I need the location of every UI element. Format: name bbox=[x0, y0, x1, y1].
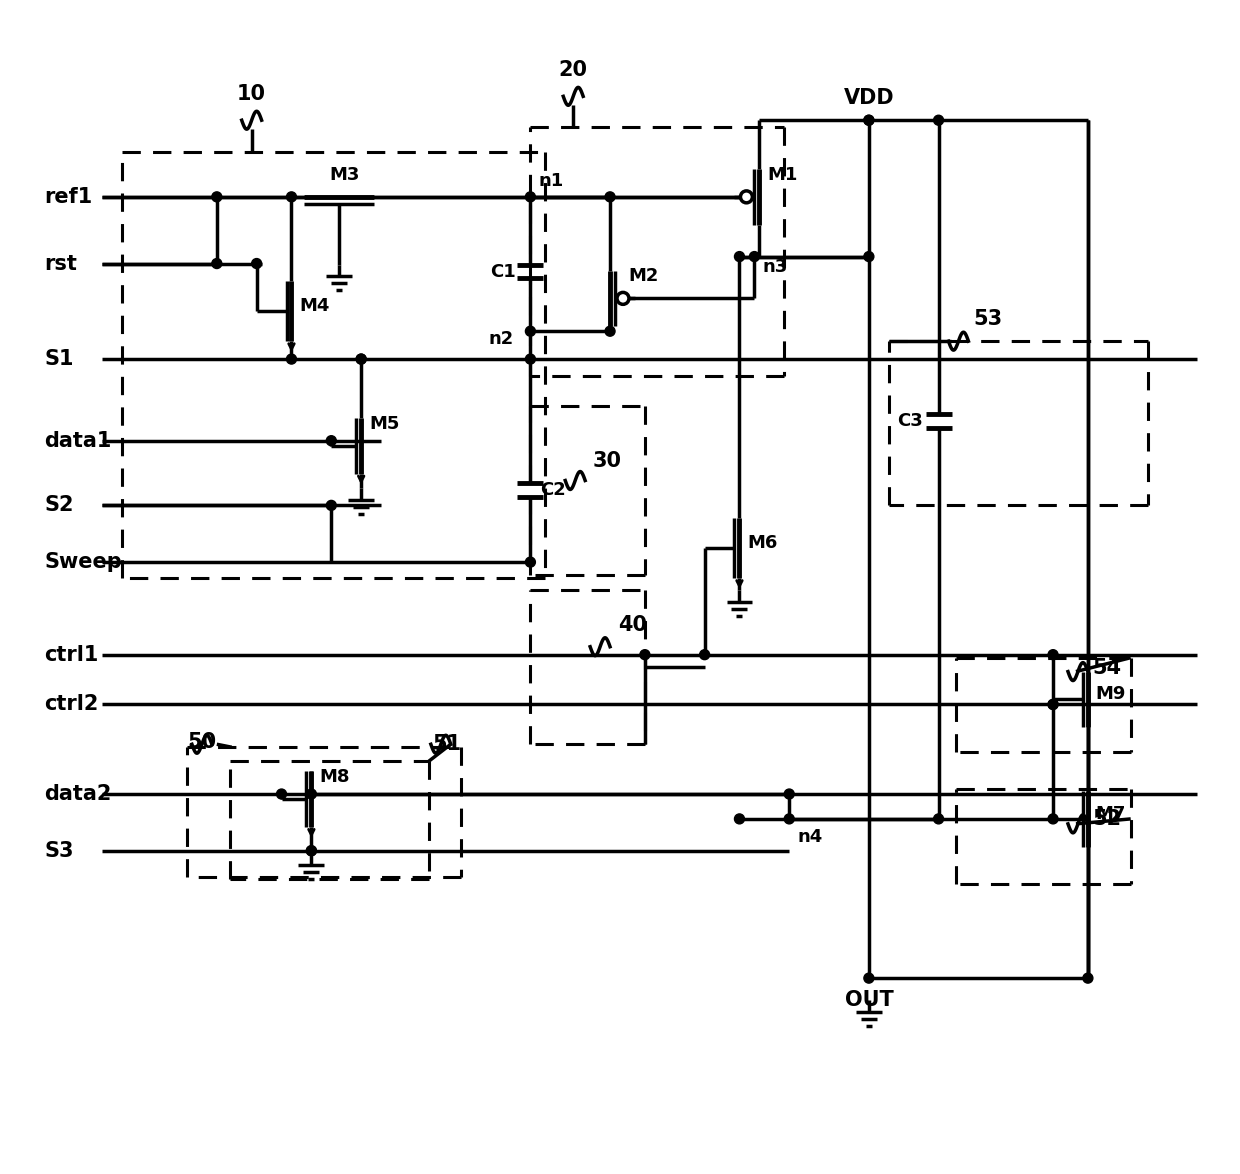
Text: n3: n3 bbox=[763, 257, 787, 276]
Circle shape bbox=[864, 115, 874, 126]
Circle shape bbox=[605, 326, 615, 336]
Circle shape bbox=[306, 789, 316, 799]
Text: M3: M3 bbox=[330, 166, 360, 184]
Circle shape bbox=[1048, 700, 1058, 709]
Circle shape bbox=[326, 436, 336, 446]
Text: 50: 50 bbox=[187, 733, 216, 753]
Circle shape bbox=[306, 845, 316, 856]
Circle shape bbox=[326, 500, 336, 511]
Circle shape bbox=[526, 558, 536, 567]
Circle shape bbox=[212, 191, 222, 202]
Circle shape bbox=[1048, 649, 1058, 660]
Text: data2: data2 bbox=[45, 784, 112, 804]
Text: n2: n2 bbox=[489, 330, 513, 349]
Circle shape bbox=[526, 326, 536, 336]
Circle shape bbox=[934, 814, 944, 824]
Circle shape bbox=[1048, 814, 1058, 824]
Text: S1: S1 bbox=[45, 349, 74, 369]
Text: M5: M5 bbox=[370, 414, 399, 433]
Text: C1: C1 bbox=[491, 263, 516, 281]
Circle shape bbox=[356, 355, 366, 364]
Text: 52: 52 bbox=[1092, 809, 1122, 829]
Circle shape bbox=[1048, 700, 1058, 709]
Text: 54: 54 bbox=[1092, 657, 1122, 677]
Text: 51: 51 bbox=[433, 734, 463, 754]
Text: M8: M8 bbox=[320, 768, 350, 787]
Circle shape bbox=[934, 115, 944, 126]
Circle shape bbox=[605, 191, 615, 202]
Circle shape bbox=[356, 355, 366, 364]
Text: ctrl2: ctrl2 bbox=[45, 695, 99, 715]
Text: M7: M7 bbox=[1096, 805, 1126, 823]
Circle shape bbox=[640, 649, 650, 660]
Circle shape bbox=[1083, 973, 1092, 983]
Text: Sweep: Sweep bbox=[45, 552, 123, 572]
Circle shape bbox=[740, 191, 753, 203]
Text: data1: data1 bbox=[45, 431, 112, 451]
Circle shape bbox=[526, 355, 536, 364]
Text: n1: n1 bbox=[538, 171, 564, 190]
Text: 53: 53 bbox=[973, 309, 1002, 329]
Text: S3: S3 bbox=[45, 841, 74, 861]
Text: M9: M9 bbox=[1096, 686, 1126, 703]
Circle shape bbox=[618, 292, 629, 304]
Circle shape bbox=[734, 251, 744, 262]
Text: M6: M6 bbox=[748, 534, 777, 552]
Circle shape bbox=[526, 191, 536, 202]
Circle shape bbox=[749, 251, 759, 262]
Text: OUT: OUT bbox=[844, 990, 893, 1010]
Circle shape bbox=[734, 814, 744, 824]
Text: M2: M2 bbox=[627, 268, 658, 285]
Text: n4: n4 bbox=[797, 828, 822, 845]
Text: 40: 40 bbox=[618, 615, 647, 635]
Circle shape bbox=[699, 649, 709, 660]
Circle shape bbox=[784, 789, 794, 799]
Text: S2: S2 bbox=[45, 495, 74, 515]
Text: ctrl1: ctrl1 bbox=[45, 645, 99, 664]
Circle shape bbox=[864, 973, 874, 983]
Text: VDD: VDD bbox=[843, 88, 894, 108]
Text: 10: 10 bbox=[237, 85, 267, 104]
Text: ref1: ref1 bbox=[45, 187, 93, 207]
Text: 20: 20 bbox=[559, 60, 588, 81]
Circle shape bbox=[306, 845, 316, 856]
Circle shape bbox=[277, 789, 286, 799]
Circle shape bbox=[784, 814, 794, 824]
Text: M1: M1 bbox=[768, 166, 797, 184]
Text: C3: C3 bbox=[897, 412, 923, 430]
Circle shape bbox=[864, 251, 874, 262]
Text: M4: M4 bbox=[299, 297, 330, 316]
Text: 30: 30 bbox=[593, 451, 621, 471]
Text: C2: C2 bbox=[541, 481, 567, 499]
Circle shape bbox=[286, 191, 296, 202]
Text: rst: rst bbox=[45, 254, 77, 274]
Circle shape bbox=[864, 115, 874, 126]
Circle shape bbox=[252, 258, 262, 269]
Circle shape bbox=[212, 258, 222, 269]
Circle shape bbox=[286, 355, 296, 364]
